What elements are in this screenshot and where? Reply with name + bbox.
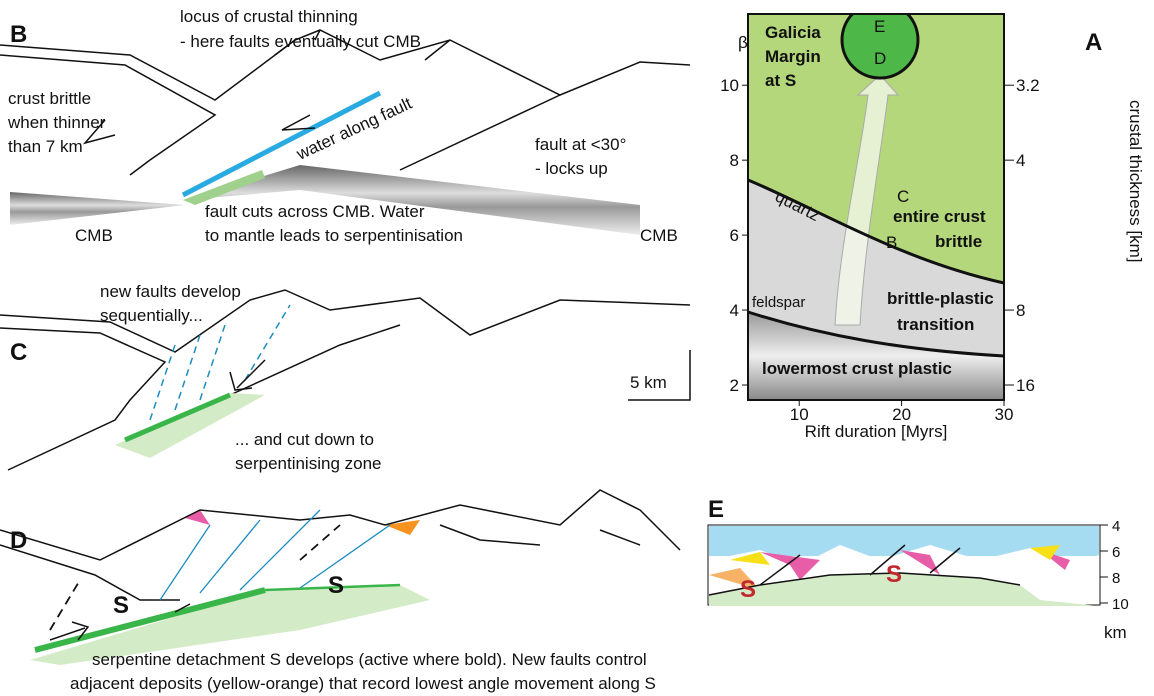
scale-label: 5 km — [630, 373, 667, 392]
panel-label: A — [1085, 29, 1102, 56]
y2-tick-label: 16 — [1016, 376, 1035, 395]
note: locus of crustal thinning — [180, 7, 358, 26]
panel-label: E — [708, 496, 724, 523]
y2-axis-label: crustal thickness [km] — [1126, 100, 1145, 263]
note: - locks up — [535, 159, 608, 178]
x-axis-label: Rift duration [Myrs] — [805, 422, 948, 441]
x-tick-label: 30 — [995, 405, 1014, 424]
x-tick-label: 10 — [790, 405, 809, 424]
note: crust brittle — [8, 89, 91, 108]
cmb-label: CMB — [75, 226, 113, 245]
caption: serpentine detachment S develops (active… — [92, 650, 647, 669]
y2-tick-label: 3.2 — [1016, 76, 1040, 95]
mask — [748, 0, 1004, 14]
cmb-label: CMB — [640, 226, 678, 245]
y-tick-label: 8 — [730, 151, 739, 170]
y-tick-label: 6 — [1112, 544, 1120, 561]
curve-label: feldspar — [752, 294, 805, 311]
region-label: transition — [897, 315, 974, 334]
y-tick-label: 8 — [1112, 570, 1120, 587]
deposit — [185, 510, 210, 525]
panel-a: A β Galicia Margin at S E D C B quartz f… — [720, 0, 1145, 441]
s-label: S — [328, 572, 344, 599]
note: fault cuts across CMB. Water — [205, 202, 425, 221]
y-tick-label: 6 — [730, 226, 739, 245]
unit-label: km — [1104, 623, 1127, 642]
y-tick-label: 4 — [1112, 518, 1120, 535]
region-label: at S — [765, 71, 796, 90]
note: - here faults eventually cut CMB — [180, 32, 421, 51]
region-label: lowermost crust plastic — [762, 359, 952, 378]
figure: B locus of crustal thinning - here fault… — [0, 0, 1154, 696]
y2-tick-label: 4 — [1016, 151, 1025, 170]
arrow — [85, 115, 315, 143]
caption: adjacent deposits (yellow-orange) that r… — [70, 674, 656, 693]
outline — [440, 525, 640, 545]
deposit — [385, 520, 420, 535]
s-label: S — [740, 576, 756, 603]
panel-e: E S S km 4 6 8 10 — [708, 496, 1129, 642]
point-label: B — [886, 233, 897, 252]
region-label: entire crust — [893, 207, 986, 226]
panel-b: B locus of crustal thinning - here fault… — [0, 7, 690, 245]
s-label: S — [113, 592, 129, 619]
panel-d: D S S serpentine detachment S develops (… — [0, 490, 680, 693]
panel-label: D — [10, 527, 27, 554]
y-tick-label: 10 — [720, 76, 739, 95]
region-label: Margin — [765, 47, 821, 66]
point-label: D — [874, 49, 886, 68]
panel-label: C — [10, 339, 27, 366]
y-tick-label: 4 — [730, 301, 739, 320]
note: ... and cut down to — [235, 430, 374, 449]
region-label: brittle-plastic — [887, 289, 994, 308]
note: to mantle leads to serpentinisation — [205, 226, 463, 245]
x-tick-label: 20 — [892, 405, 911, 424]
panel-label: B — [10, 21, 27, 48]
cmb-band — [10, 192, 185, 225]
note: serpentinising zone — [235, 454, 381, 473]
y-tick-label: 10 — [1112, 596, 1129, 613]
region-label: Galicia — [765, 23, 821, 42]
s-label: S — [886, 561, 902, 588]
note: when thinner — [7, 113, 106, 132]
note: sequentially... — [100, 306, 203, 325]
y2-tick-label: 8 — [1016, 301, 1025, 320]
y-tick-label: 2 — [730, 376, 739, 395]
note: new faults develop — [100, 282, 241, 301]
outline — [230, 325, 400, 395]
note: fault at <30° — [535, 135, 626, 154]
point-label: C — [897, 187, 909, 206]
point-label: E — [874, 17, 885, 36]
page: B locus of crustal thinning - here fault… — [0, 0, 1154, 696]
panel-c: C new faults develop sequentially... ...… — [0, 282, 690, 473]
note: than 7 km — [8, 137, 83, 156]
axis-label: β — [738, 33, 748, 52]
region-label: brittle — [935, 232, 982, 251]
